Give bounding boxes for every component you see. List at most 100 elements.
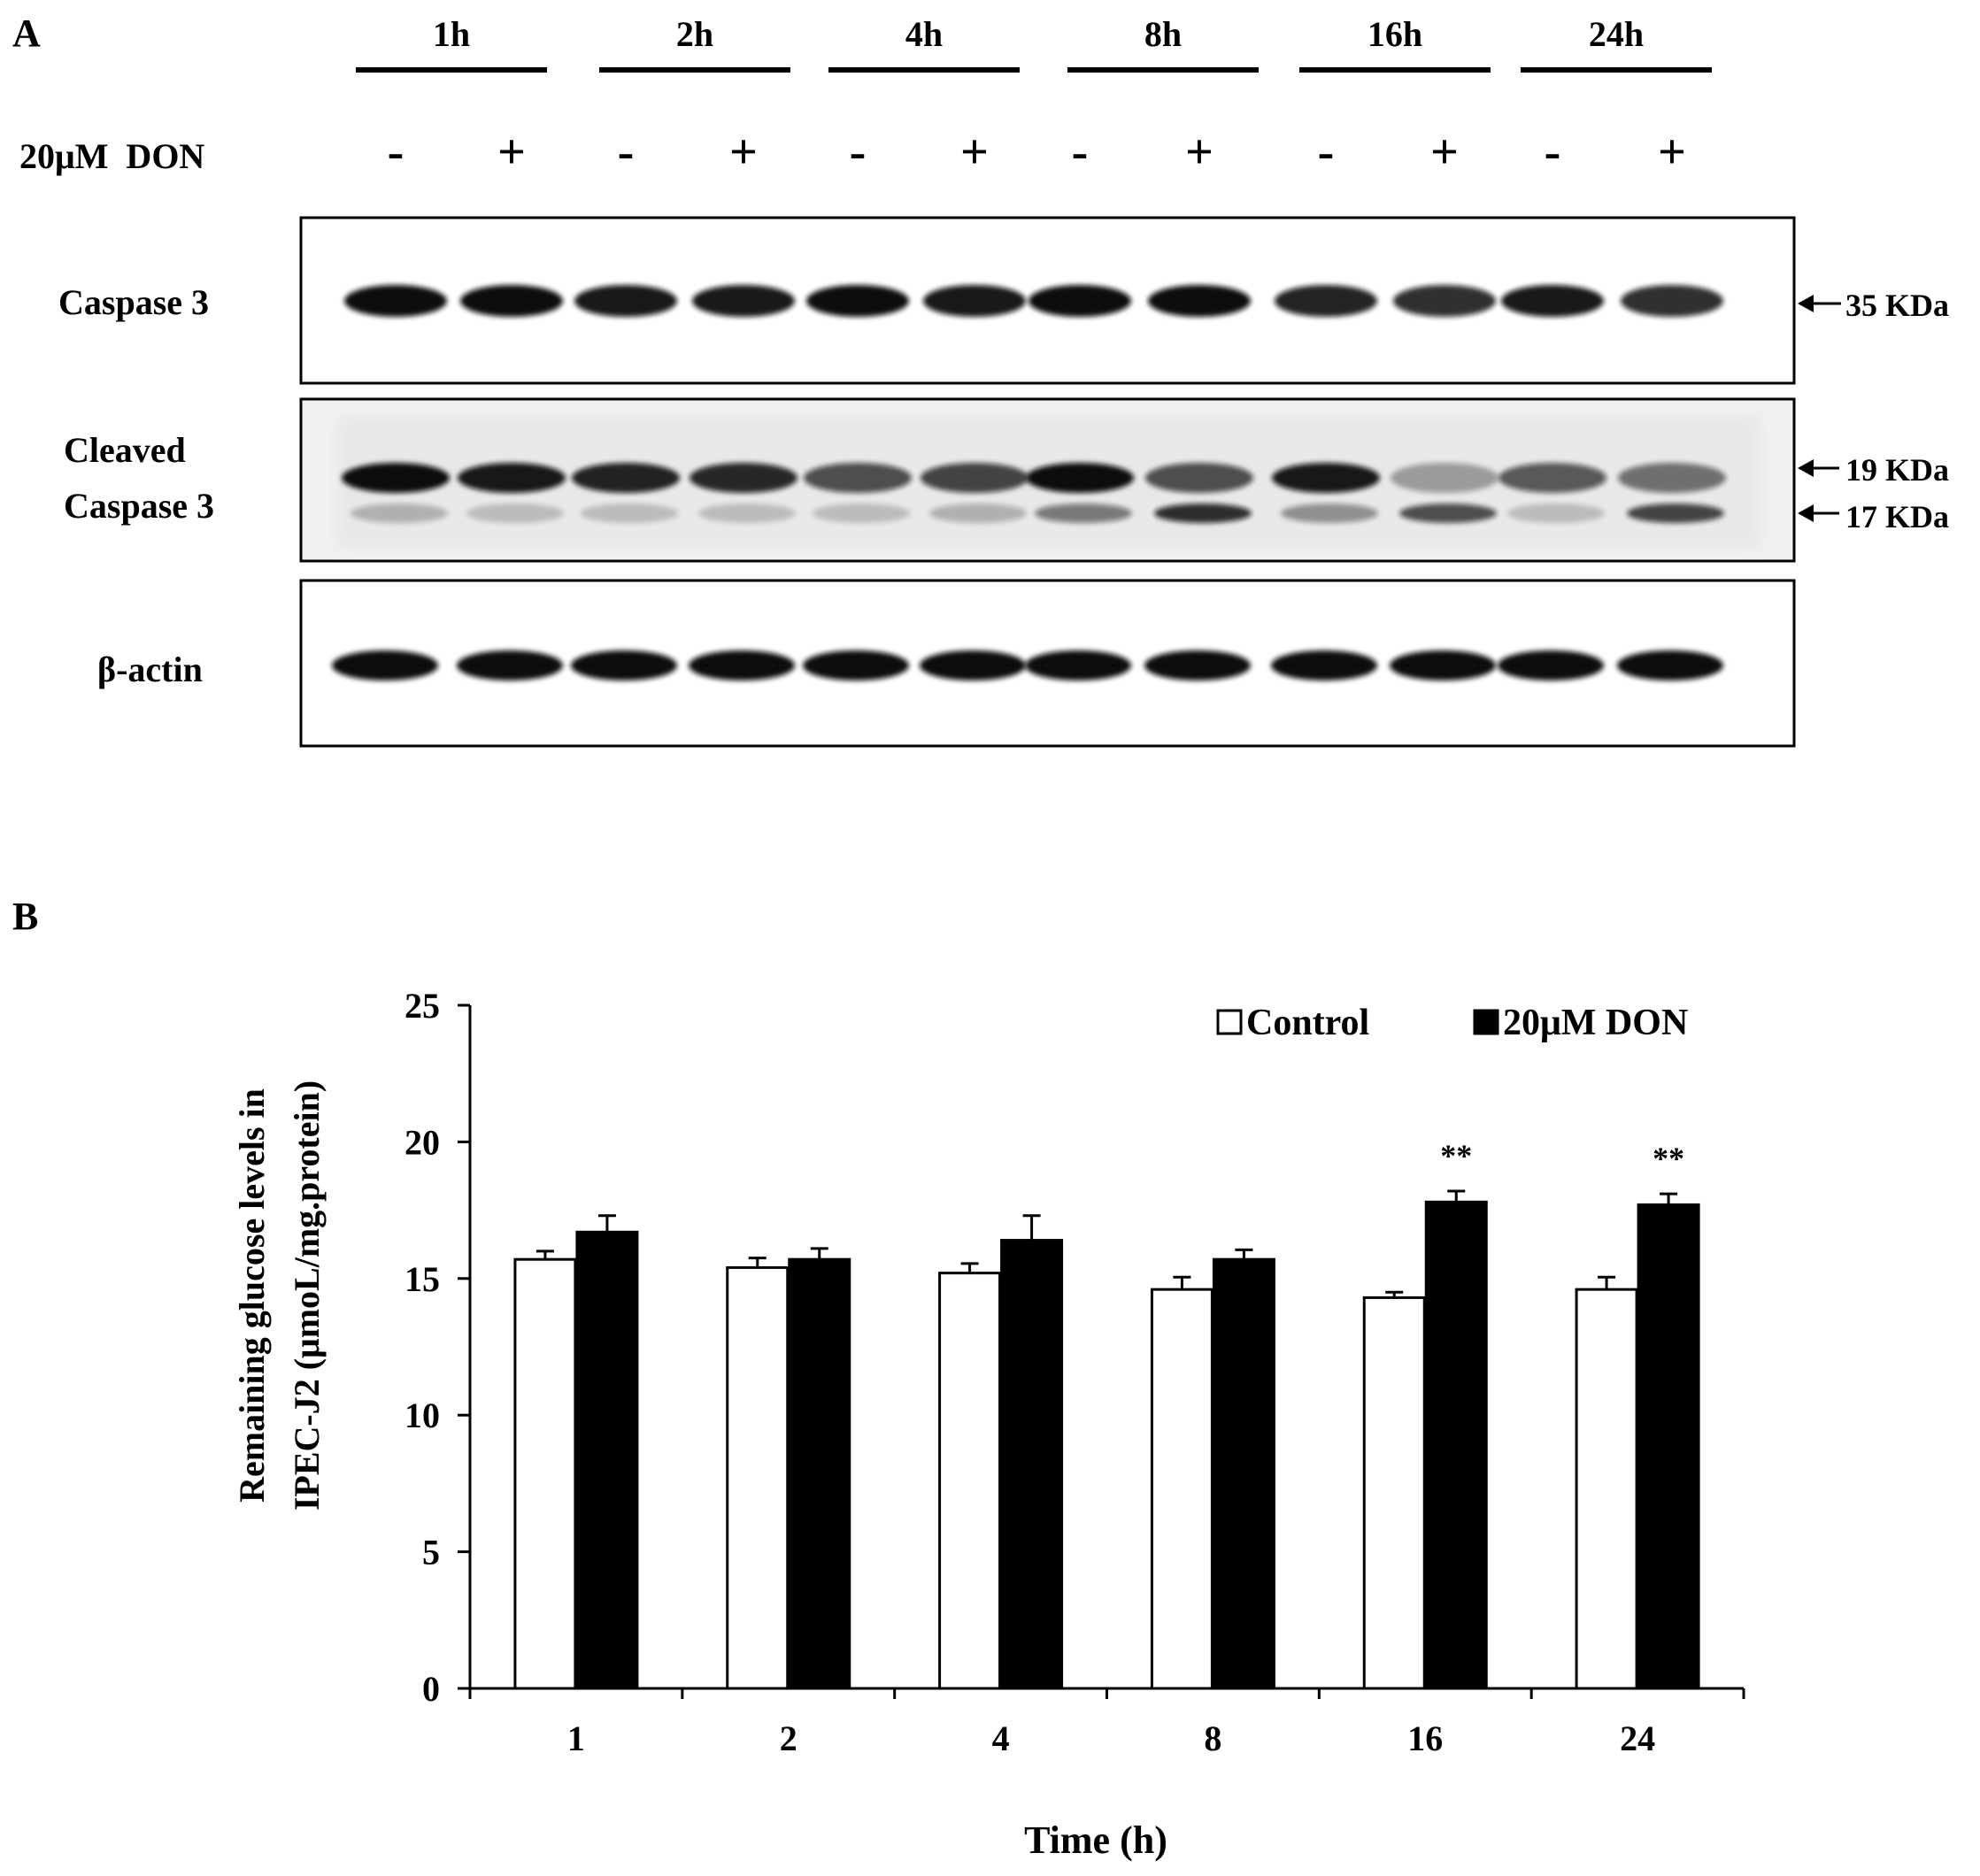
bar-control xyxy=(1362,1296,1426,1690)
blot-label-beta-actin: β-actin xyxy=(97,650,203,689)
bar-don xyxy=(575,1230,639,1690)
marker-arrow-17kda xyxy=(1798,504,1839,522)
blot-bands-beta-actin xyxy=(332,650,1723,680)
blot-band xyxy=(574,285,677,317)
significance-annotations: ** ** xyxy=(1440,1138,1684,1176)
time-header-label: 16h xyxy=(1368,14,1422,54)
y-axis-title-line2: IPEC-J2 (μmoL/mg.protein) xyxy=(287,1080,327,1511)
blot-band xyxy=(920,650,1026,680)
time-header-label: 24h xyxy=(1589,14,1644,54)
treatment-label: 20μM DON xyxy=(19,136,204,176)
blot-band xyxy=(344,285,447,317)
blot-label-caspase3: Caspase 3 xyxy=(58,282,209,322)
bar-control xyxy=(726,1265,790,1690)
treatment-sign: + xyxy=(497,125,526,180)
y-axis: 0 5 10 15 20 25 xyxy=(404,986,472,1709)
blot-band xyxy=(804,463,912,493)
blot-band xyxy=(1621,285,1723,317)
blot-bands-cleaved-caspase3 xyxy=(336,416,1761,549)
blot-band xyxy=(1025,650,1131,680)
y-tick-label: 25 xyxy=(404,986,440,1026)
treatment-signs: - + - + - + - + - + - + xyxy=(388,125,1686,180)
y-tick-label: 15 xyxy=(404,1259,440,1299)
bar-control xyxy=(1575,1288,1638,1690)
legend-label: Control xyxy=(1246,1003,1369,1043)
blot-band xyxy=(1618,463,1726,493)
treatment-sign: - xyxy=(1545,125,1561,180)
blot-band xyxy=(1154,504,1252,523)
bar-control xyxy=(1150,1288,1213,1690)
time-point-headers: 1h 2h 4h 8h 16h 24h xyxy=(356,14,1712,73)
x-tick-label: 8 xyxy=(1204,1718,1221,1758)
x-axis: 1 2 4 8 16 24 xyxy=(468,1687,1745,1758)
y-tick-label: 20 xyxy=(404,1122,440,1162)
blot-band xyxy=(929,504,1027,523)
treatment-sign: + xyxy=(1430,125,1459,180)
time-header-label: 2h xyxy=(676,14,713,54)
blot-band xyxy=(1507,504,1605,523)
bar-control xyxy=(513,1257,577,1690)
blot-band xyxy=(1275,285,1377,317)
blot-band xyxy=(1272,463,1380,493)
x-tick-label: 4 xyxy=(992,1718,1010,1758)
bar-don xyxy=(1000,1239,1064,1690)
legend-swatch xyxy=(1473,1009,1499,1035)
marker-label-35kda: 35 KDa xyxy=(1845,288,1949,323)
blot-band xyxy=(692,285,795,317)
x-tick-label: 2 xyxy=(780,1718,797,1758)
y-tick-label: 0 xyxy=(422,1669,440,1709)
blot-band xyxy=(460,285,563,317)
blot-label-cleaved-line2: Caspase 3 xyxy=(64,486,214,526)
blot-band xyxy=(1145,463,1253,493)
legend-label: 20μM DON xyxy=(1503,1003,1688,1043)
blot-band xyxy=(923,285,1026,317)
blot-band xyxy=(1399,504,1497,523)
x-tick-label: 24 xyxy=(1620,1718,1655,1758)
blot-band xyxy=(1498,463,1606,493)
treatment-sign: + xyxy=(1658,125,1686,180)
time-header-label: 8h xyxy=(1144,14,1182,54)
blot-band xyxy=(803,650,909,680)
blot-band xyxy=(351,504,448,523)
bar-don xyxy=(1637,1203,1700,1690)
treatment-sign: + xyxy=(960,125,989,180)
blot-band xyxy=(1281,504,1378,523)
x-axis-title: Time (h) xyxy=(1024,1818,1167,1862)
blot-band xyxy=(690,463,797,493)
time-header-label: 4h xyxy=(905,14,943,54)
legend: Control 20μM DON xyxy=(1216,1003,1688,1043)
blot-band xyxy=(813,504,910,523)
blot-band xyxy=(457,650,563,680)
x-tick-label: 1 xyxy=(567,1718,585,1758)
blot-band xyxy=(921,463,1029,493)
y-tick-label: 10 xyxy=(404,1395,440,1435)
blot-band xyxy=(1144,650,1251,680)
blot-band xyxy=(332,650,438,680)
blot-band xyxy=(1026,463,1134,493)
y-tick-label: 5 xyxy=(422,1533,440,1572)
blot-band xyxy=(806,285,909,317)
treatment-sign: - xyxy=(388,125,404,180)
blot-band xyxy=(1627,504,1724,523)
blot-band xyxy=(458,463,566,493)
blot-bands-caspase3 xyxy=(344,285,1723,317)
blot-band xyxy=(1271,650,1377,680)
blot-band xyxy=(689,650,795,680)
blot-band xyxy=(1029,285,1131,317)
blot-band xyxy=(572,463,680,493)
blot-band xyxy=(1391,463,1498,493)
time-header-label: 1h xyxy=(433,14,470,54)
blot-band xyxy=(581,504,678,523)
blot-band xyxy=(1148,285,1251,317)
treatment-sign: + xyxy=(1185,125,1213,180)
blot-band xyxy=(1501,285,1604,317)
blot-band xyxy=(1035,504,1132,523)
bar-don xyxy=(1424,1200,1488,1690)
significance-mark: ** xyxy=(1440,1138,1472,1173)
marker-label-19kda: 19 KDa xyxy=(1845,452,1949,488)
blot-label-cleaved-line1: Cleaved xyxy=(64,430,186,470)
marker-arrow-19kda xyxy=(1798,459,1839,477)
treatment-sign: - xyxy=(1318,125,1335,180)
